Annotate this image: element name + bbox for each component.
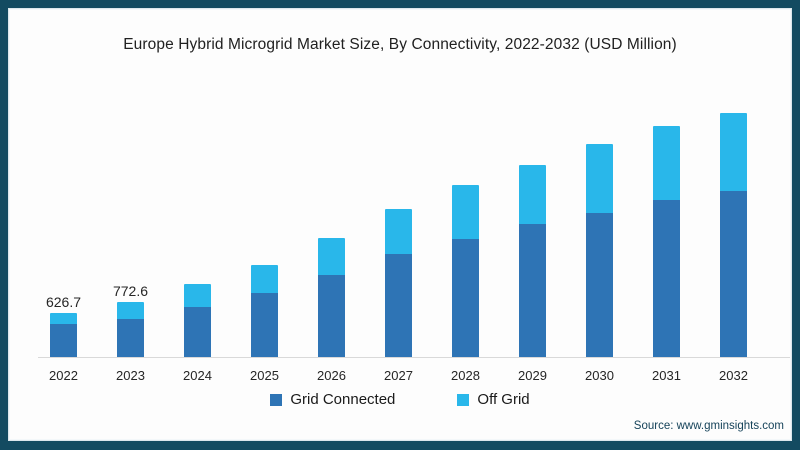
bar-2028-grid-connected-segment bbox=[452, 239, 479, 357]
x-axis-label-2026: 2026 bbox=[317, 368, 346, 383]
chart-legend: Grid Connected Off Grid bbox=[0, 391, 800, 408]
bar-2023-grid-connected-segment bbox=[117, 319, 144, 357]
x-axis-label-2022: 2022 bbox=[49, 368, 78, 383]
bar-2031-grid-connected-segment bbox=[653, 200, 680, 357]
legend-item-off-grid: Off Grid bbox=[457, 391, 530, 408]
x-axis-label-2023: 2023 bbox=[116, 368, 145, 383]
x-axis-label-2024: 2024 bbox=[183, 368, 212, 383]
bar-2032-off-grid-segment bbox=[720, 113, 747, 192]
bar-2022-grid-connected-segment bbox=[50, 323, 77, 357]
bar-2024-grid-connected-segment bbox=[184, 306, 211, 357]
bar-2022-off-grid-segment bbox=[50, 312, 77, 324]
legend-marker-grid-connected bbox=[270, 393, 283, 406]
bar-2024 bbox=[184, 283, 211, 357]
bar-2024-off-grid-segment bbox=[184, 283, 211, 307]
bar-2027-grid-connected-segment bbox=[385, 254, 412, 357]
bar-2023 bbox=[117, 302, 144, 357]
total-label-2022: 626.7 bbox=[45, 293, 82, 310]
bar-2027 bbox=[385, 208, 412, 357]
bar-2031-off-grid-segment bbox=[653, 126, 680, 201]
bar-2023-off-grid-segment bbox=[117, 302, 144, 320]
x-axis-label-2027: 2027 bbox=[384, 368, 413, 383]
x-axis-label-2028: 2028 bbox=[451, 368, 480, 383]
bar-2025 bbox=[251, 264, 278, 357]
x-axis-label-2032: 2032 bbox=[719, 368, 748, 383]
legend-item-grid-connected: Grid Connected bbox=[270, 391, 395, 408]
legend-label-grid-connected: Grid Connected bbox=[290, 391, 396, 408]
bar-2022 bbox=[50, 312, 77, 357]
bar-2029-off-grid-segment bbox=[519, 165, 546, 225]
x-axis-label-2025: 2025 bbox=[250, 368, 279, 383]
bar-2026-grid-connected-segment bbox=[318, 274, 345, 357]
x-axis-label-2030: 2030 bbox=[585, 368, 614, 383]
bar-2032 bbox=[720, 113, 747, 357]
bar-2032-grid-connected-segment bbox=[720, 191, 747, 357]
x-axis-line bbox=[38, 357, 790, 358]
bar-2025-grid-connected-segment bbox=[251, 293, 278, 357]
chart-title: Europe Hybrid Microgrid Market Size, By … bbox=[123, 36, 677, 53]
legend-label-off-grid: Off Grid bbox=[477, 391, 530, 408]
bar-2029 bbox=[519, 165, 546, 357]
bar-2028 bbox=[452, 185, 479, 357]
bar-2027-off-grid-segment bbox=[385, 208, 412, 255]
legend-marker-off-grid bbox=[457, 393, 470, 406]
bar-2030-off-grid-segment bbox=[586, 144, 613, 213]
bar-2026-off-grid-segment bbox=[318, 238, 345, 275]
bar-2026 bbox=[318, 238, 345, 357]
bar-2028-off-grid-segment bbox=[452, 185, 479, 240]
x-axis-label-2031: 2031 bbox=[652, 368, 681, 383]
bar-2029-grid-connected-segment bbox=[519, 224, 546, 357]
x-axis-label-2029: 2029 bbox=[518, 368, 547, 383]
total-label-2023: 772.6 bbox=[112, 283, 149, 300]
source-attribution: Source: www.gminsights.com bbox=[633, 420, 784, 432]
bar-2030-grid-connected-segment bbox=[586, 212, 613, 357]
bar-2030 bbox=[586, 144, 613, 357]
bar-2025-off-grid-segment bbox=[251, 264, 278, 294]
bar-2031 bbox=[653, 126, 680, 357]
